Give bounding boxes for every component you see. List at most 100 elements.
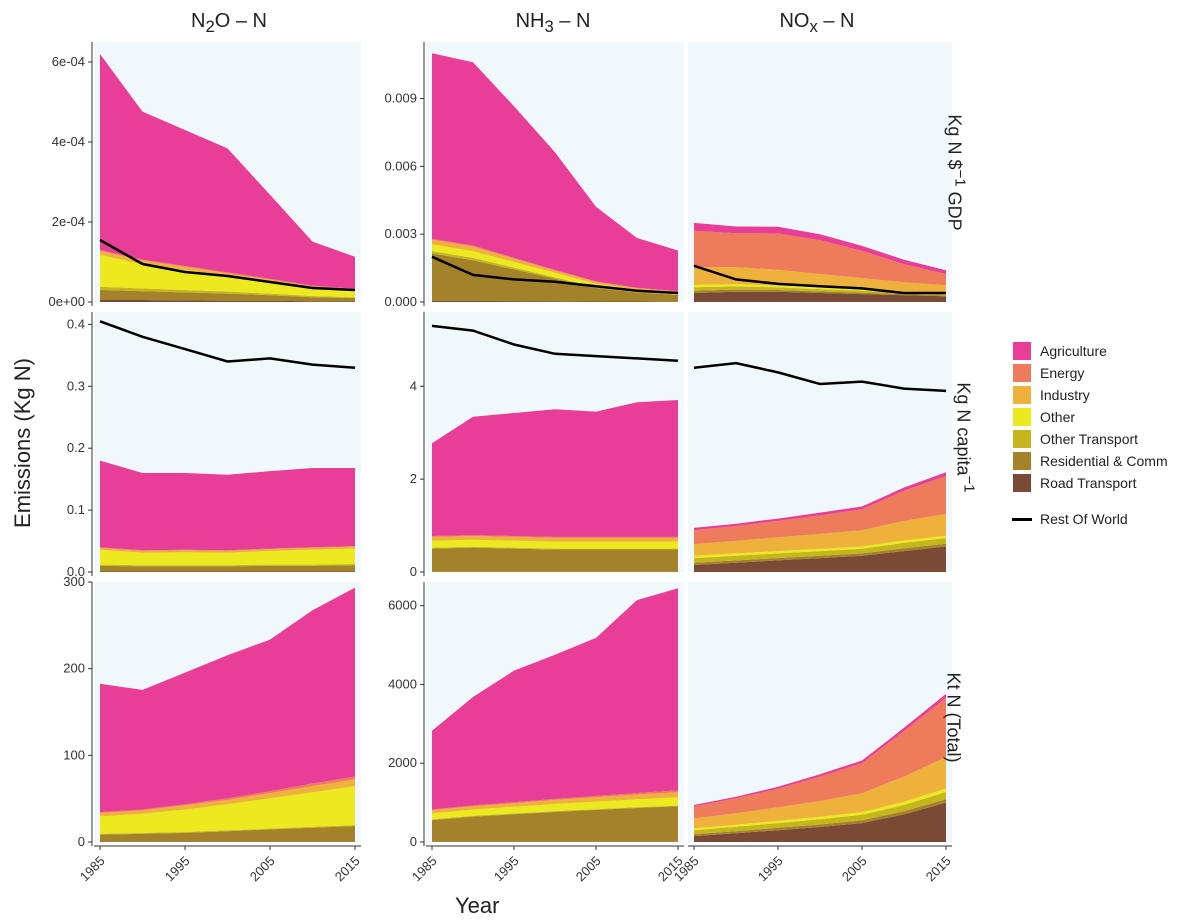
area-other-r1c1 xyxy=(432,539,678,549)
row-title-capita: Kg N capita−1 xyxy=(953,382,978,493)
column-title-nh3: NH3 – N xyxy=(515,10,591,36)
column-title-n2o: N2O – N xyxy=(191,10,267,36)
x-tick-label-r2c2: 2015 xyxy=(923,853,954,884)
legend-swatch xyxy=(1012,341,1032,361)
area-road-transport-r0c1 xyxy=(432,300,678,302)
legend-item-other: Other xyxy=(1012,406,1168,428)
legend-item-road-transport: Road Transport xyxy=(1012,472,1168,494)
area-other-r2c0 xyxy=(100,786,355,834)
area-other-transport-r0c1 xyxy=(432,251,678,295)
y-tick-label-r0c0: 4e-04 xyxy=(52,134,85,149)
area-other-transport-r0c2 xyxy=(694,286,946,296)
x-axis-label: Year xyxy=(455,893,500,918)
area-road-transport-r1c0 xyxy=(100,571,355,572)
y-tick-label-r2c0: 300 xyxy=(63,574,85,589)
legend: Agriculture Energy Industry Other Other … xyxy=(1012,340,1168,530)
x-tick-label-r2c0: 2005 xyxy=(247,853,278,884)
area-other-transport-r2c1 xyxy=(432,805,678,821)
row-title-gdp: Kg N $−1 GDP xyxy=(944,114,969,231)
area-energy-r0c2 xyxy=(694,230,946,286)
area-agriculture-r0c1 xyxy=(432,53,678,292)
area-residential-comm-r2c0 xyxy=(100,826,355,842)
legend-item-industry: Industry xyxy=(1012,384,1168,406)
y-tick-label-r1c1: 4 xyxy=(410,378,417,393)
y-tick-label-r2c0: 0 xyxy=(78,834,85,849)
area-residential-comm-r1c0 xyxy=(100,565,355,572)
area-energy-r2c1 xyxy=(432,790,678,811)
y-tick-label-r1c1: 2 xyxy=(410,471,417,486)
legend-item-agriculture: Agriculture xyxy=(1012,340,1168,362)
y-tick-label-r2c1: 4000 xyxy=(388,676,417,691)
y-tick-label-r1c0: 0.4 xyxy=(67,316,85,331)
rest-of-world-line-r1c1 xyxy=(431,324,679,363)
y-tick-label-r0c1: 0.003 xyxy=(384,226,417,241)
legend-swatch xyxy=(1012,363,1032,383)
column-title-nox: NOx – N xyxy=(779,10,855,36)
rest-of-world-line-r1c2 xyxy=(693,361,947,393)
area-road-transport-r0c0 xyxy=(100,300,355,302)
legend-swatch xyxy=(1012,407,1032,427)
area-residential-comm-r1c1 xyxy=(432,547,678,572)
area-agriculture-r0c2 xyxy=(694,222,946,274)
area-industry-r1c2 xyxy=(694,514,946,556)
area-energy-r0c1 xyxy=(432,238,678,292)
area-industry-r0c1 xyxy=(432,239,678,293)
area-road-transport-r1c2 xyxy=(694,546,946,572)
y-tick-label-r1c0: 0.1 xyxy=(67,502,85,517)
x-tick-label-r2c0: 2015 xyxy=(332,853,363,884)
area-industry-r2c1 xyxy=(432,792,678,814)
x-tick-label-r2c0: 1995 xyxy=(162,853,193,884)
area-residential-comm-r2c1 xyxy=(432,806,678,842)
area-industry-r0c2 xyxy=(694,267,946,294)
x-tick-label-r2c0: 1985 xyxy=(77,853,108,884)
area-other-r2c1 xyxy=(432,797,678,820)
y-tick-label-r2c1: 6000 xyxy=(388,598,417,613)
area-road-transport-r0c2 xyxy=(694,291,946,302)
area-road-transport-r2c2 xyxy=(694,802,946,842)
y-tick-label-r2c1: 0 xyxy=(410,834,417,849)
y-tick-label-r1c0: 0.3 xyxy=(67,378,85,393)
y-tick-label-r0c0: 0e+00 xyxy=(48,294,85,309)
area-industry-r2c0 xyxy=(100,779,355,817)
y-tick-label-r0c0: 6e-04 xyxy=(52,54,85,69)
area-agriculture-r2c1 xyxy=(432,588,678,810)
y-tick-label-r1c0: 0.0 xyxy=(67,564,85,579)
rest-of-world-line-r0c1 xyxy=(431,255,679,295)
legend-swatch xyxy=(1012,385,1032,405)
y-tick-label-r0c0: 2e-04 xyxy=(52,214,85,229)
row-title-total: Kt N (Total) xyxy=(943,672,964,763)
y-tick-label-r0c1: 0.009 xyxy=(384,91,417,106)
y-tick-label-r0c1: 0.000 xyxy=(384,294,417,309)
area-residential-comm-r0c1 xyxy=(432,253,678,302)
area-agriculture-r1c0 xyxy=(100,460,355,551)
y-tick-label-r2c0: 200 xyxy=(63,661,85,676)
x-tick-label-r2c2: 2005 xyxy=(839,853,870,884)
area-other-transport-r1c2 xyxy=(694,538,946,563)
x-tick-label-r2c2: 1995 xyxy=(755,853,786,884)
y-tick-label-r2c1: 2000 xyxy=(388,755,417,770)
legend-swatch xyxy=(1012,473,1032,493)
area-industry-r1c0 xyxy=(100,546,355,553)
legend-swatch xyxy=(1012,429,1032,449)
x-tick-label-r2c1: 1985 xyxy=(409,853,440,884)
rest-of-world-line-r1c0 xyxy=(99,320,356,369)
area-energy-r1c1 xyxy=(432,535,678,538)
area-residential-comm-r0c0 xyxy=(100,290,355,302)
area-agriculture-r0c0 xyxy=(100,54,355,289)
legend-item-residential: Residential & Comm xyxy=(1012,450,1168,472)
legend-line xyxy=(1012,517,1032,521)
y-tick-label-r2c0: 100 xyxy=(63,747,85,762)
area-industry-r2c2 xyxy=(694,756,946,829)
legend-swatch xyxy=(1012,451,1032,471)
area-other-transport-r2c2 xyxy=(694,792,946,835)
area-residential-comm-r1c2 xyxy=(694,543,946,565)
area-industry-r1c1 xyxy=(432,536,678,542)
area-other-r1c0 xyxy=(100,548,355,566)
rest-of-world-line-r0c0 xyxy=(99,238,356,292)
area-other-transport-r2c0 xyxy=(100,825,355,835)
area-agriculture-r2c0 xyxy=(100,587,355,813)
legend-item-rest-of-world: Rest Of World xyxy=(1012,508,1168,530)
area-energy-r2c2 xyxy=(694,697,946,819)
y-tick-label-r1c1: 0 xyxy=(410,564,417,579)
